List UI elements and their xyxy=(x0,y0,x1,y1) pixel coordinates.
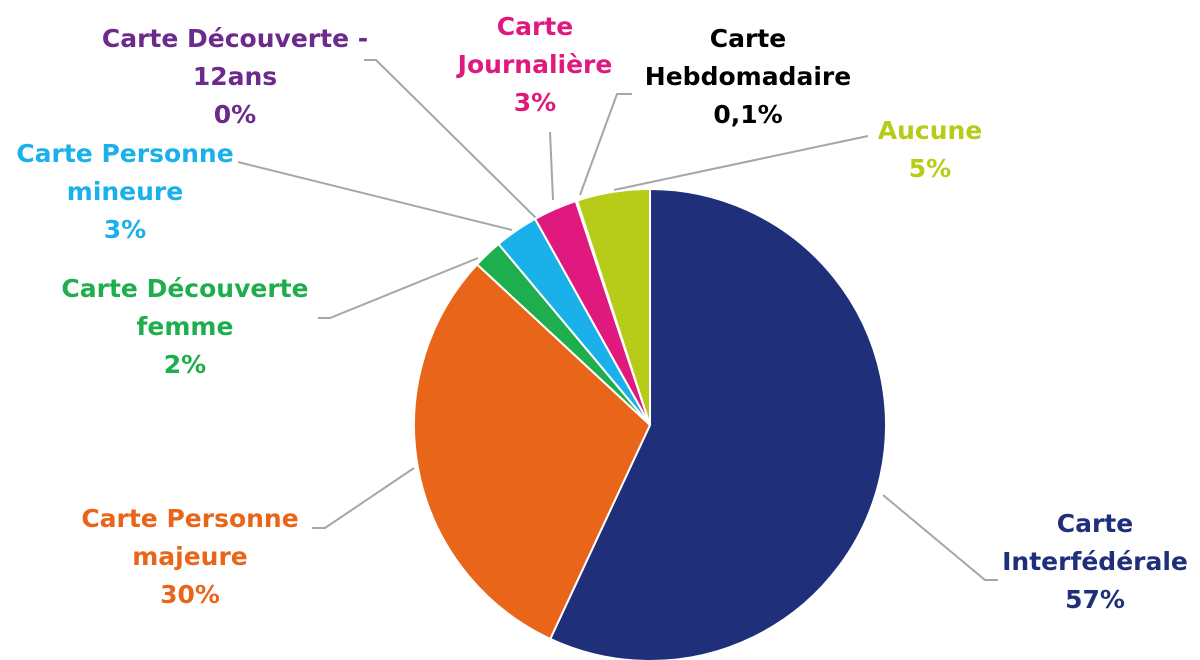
leader-line xyxy=(882,494,998,581)
value-label: 3% xyxy=(513,88,557,117)
slice-label: Carte Personne majeure 30% xyxy=(40,500,340,614)
value-label: 3% xyxy=(103,215,147,244)
slice-label: Carte Découverte - 12ans 0% xyxy=(85,20,385,134)
leader-line xyxy=(237,161,513,231)
value-label: 5% xyxy=(908,154,952,183)
value-label: 57% xyxy=(1065,585,1125,614)
pie-slice xyxy=(413,262,652,641)
leader-line xyxy=(613,135,869,191)
pie-slice xyxy=(548,187,888,660)
category-name: Carte Découverte - 12ans xyxy=(101,24,369,91)
value-label: 0% xyxy=(213,100,257,129)
leader-line xyxy=(364,59,537,219)
leader-line xyxy=(579,93,632,196)
category-name: Aucune xyxy=(877,116,983,145)
pie-slice xyxy=(575,187,651,426)
category-name: Carte Journalière xyxy=(457,12,613,79)
category-name: Carte Personne majeure xyxy=(81,504,299,571)
slice-label: Carte Interfédérale 57% xyxy=(945,505,1200,619)
leader-line xyxy=(312,467,415,529)
leader-line xyxy=(549,131,554,201)
category-name: Carte Hebdomadaire xyxy=(644,24,852,91)
category-name: Carte Personne mineure xyxy=(16,139,234,206)
slice-label: Carte Personne mineure 3% xyxy=(0,135,275,249)
value-label: 30% xyxy=(160,580,220,609)
value-label: 0,1% xyxy=(713,100,783,129)
slice-label: Carte Découverte femme 2% xyxy=(35,270,335,384)
slice-label: Aucune 5% xyxy=(780,112,1080,188)
category-name: Carte Interfédérale xyxy=(1002,509,1188,576)
value-label: 2% xyxy=(163,350,207,379)
slice-label: Carte Journalière 3% xyxy=(385,8,685,122)
leader-line xyxy=(318,257,479,319)
slice-label: Carte Hebdomadaire 0,1% xyxy=(598,20,898,134)
category-name: Carte Découverte femme xyxy=(61,274,309,341)
